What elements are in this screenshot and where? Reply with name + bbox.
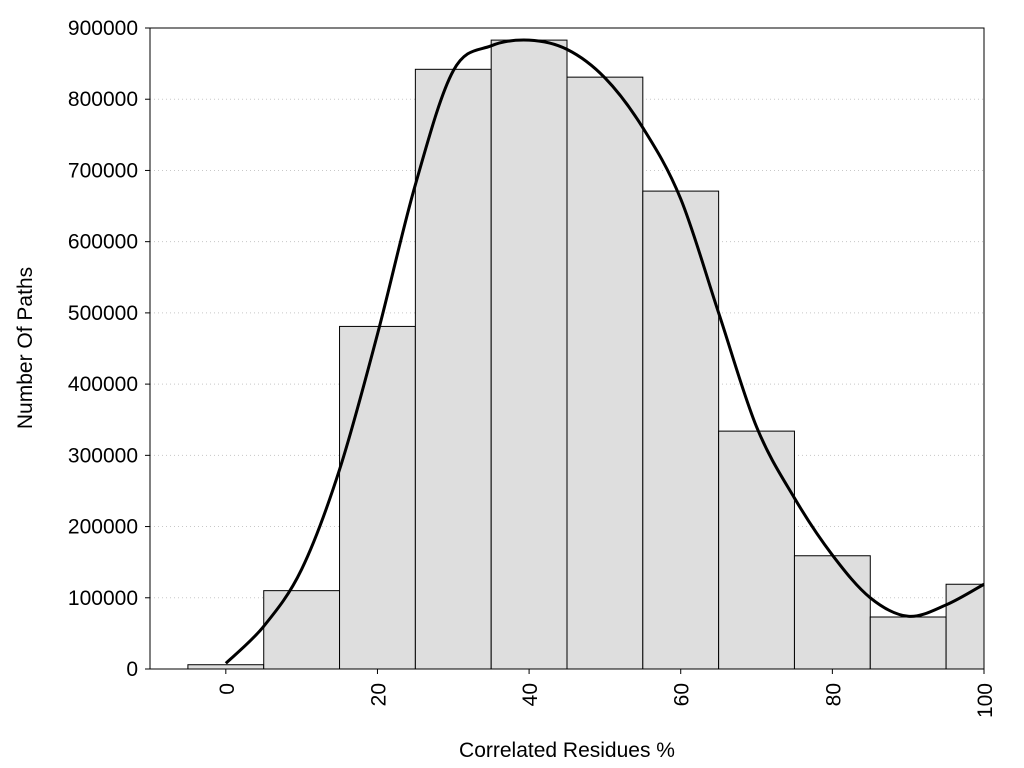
histogram-bar xyxy=(566,76,644,670)
y-tick-label: 700000 xyxy=(68,159,138,182)
x-tick-label: 20 xyxy=(367,683,390,706)
y-tick-label: 100000 xyxy=(68,587,138,610)
y-tick-label: 400000 xyxy=(68,373,138,396)
x-tick-label: 80 xyxy=(822,683,845,706)
x-axis-ticks: 0 20 40 60 80 100 xyxy=(216,669,997,718)
histogram-bar xyxy=(414,68,492,670)
x-tick-label: 0 xyxy=(216,683,239,695)
x-tick-label: 100 xyxy=(974,683,997,718)
histogram-bar xyxy=(793,555,871,670)
y-tick-label: 900000 xyxy=(68,17,138,40)
histogram-bar xyxy=(263,590,341,670)
y-axis-title: Number Of Paths xyxy=(14,267,37,429)
histogram-bar xyxy=(642,190,720,670)
x-axis-title: Correlated Residues % xyxy=(459,739,675,762)
y-axis-ticks: 0 100000 200000 300000 400000 500000 600000 700… xyxy=(68,17,150,681)
y-tick-label: 300000 xyxy=(68,444,138,467)
y-tick-label: 500000 xyxy=(68,302,138,325)
curve-layer xyxy=(224,38,985,665)
y-tick-label: 0 xyxy=(126,658,138,681)
plot-frame xyxy=(149,27,985,670)
histogram-bar xyxy=(869,616,947,670)
bars-layer xyxy=(187,39,985,670)
y-tick-label: 800000 xyxy=(68,88,138,111)
histogram-bar xyxy=(718,430,795,670)
histogram-bar xyxy=(339,325,416,670)
histogram-bar xyxy=(187,664,265,670)
y-tick-label: 200000 xyxy=(68,516,138,539)
density-curve xyxy=(224,38,985,665)
histogram-bar xyxy=(945,583,985,670)
y-tick-label: 600000 xyxy=(68,231,138,254)
x-tick-label: 40 xyxy=(519,683,542,706)
histogram-bar xyxy=(490,39,568,670)
x-tick-label: 60 xyxy=(671,683,694,706)
